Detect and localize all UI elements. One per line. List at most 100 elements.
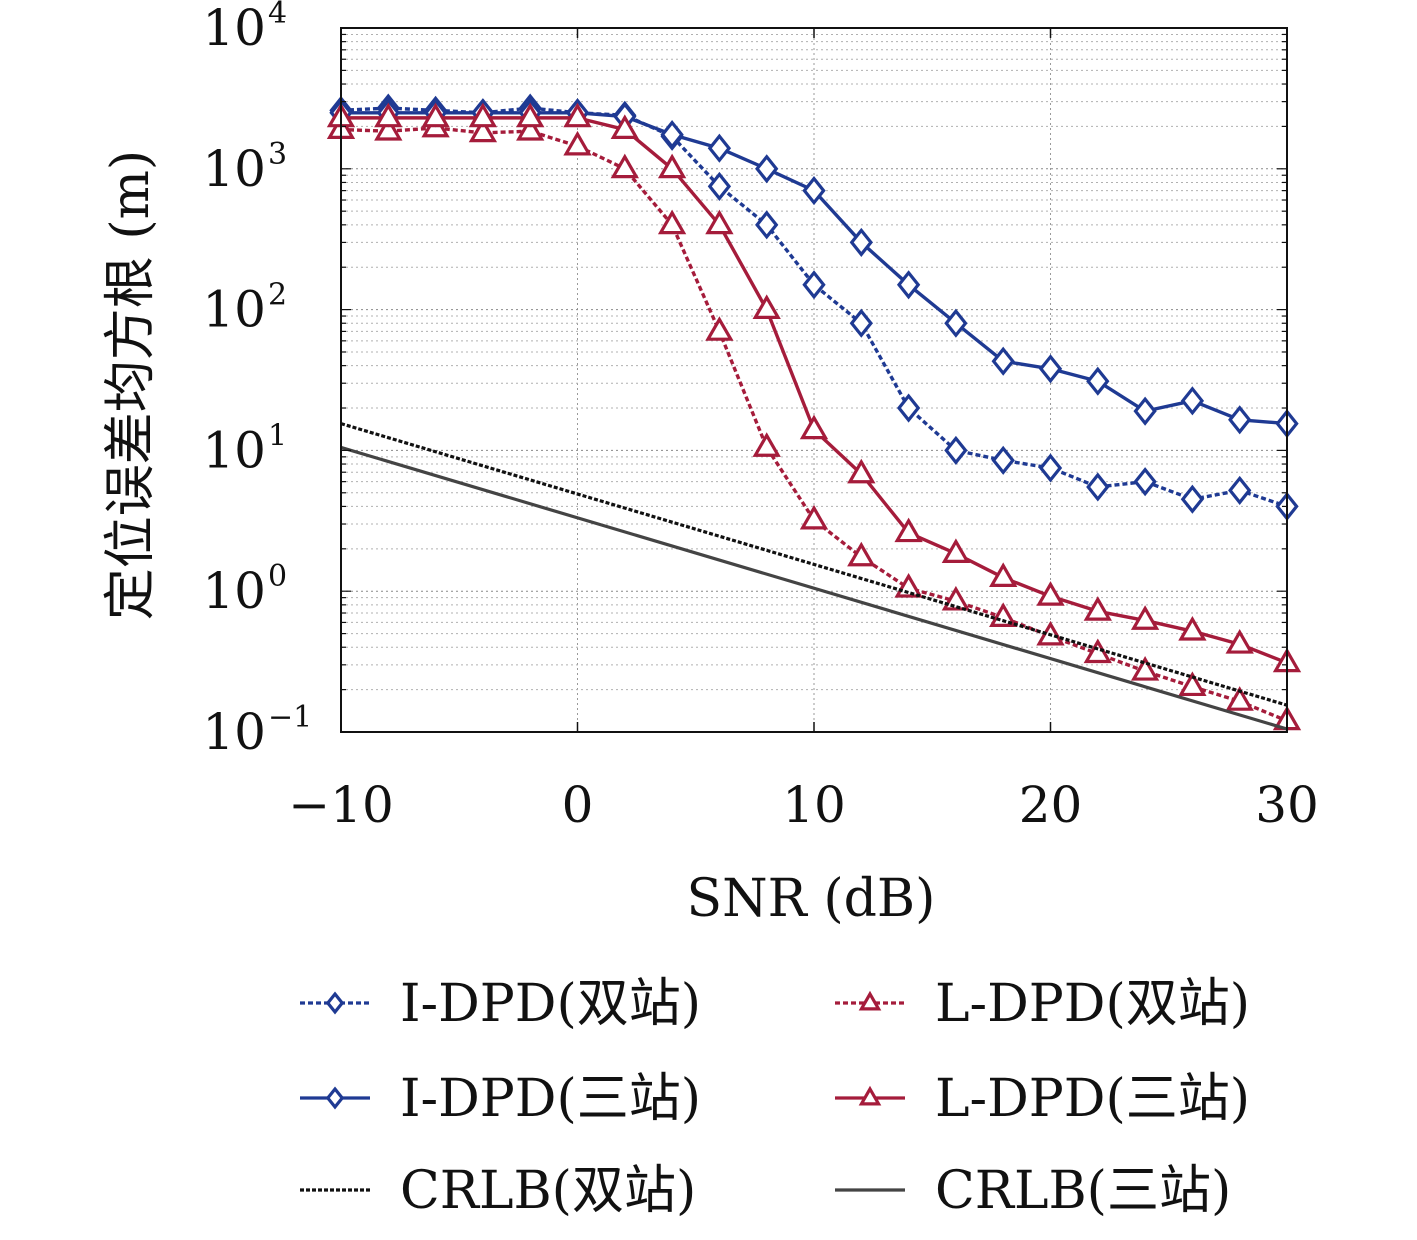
triangle-marker [1083,596,1112,621]
diamond-marker [707,171,732,201]
legend-label: I-DPD(双站) [400,974,701,1034]
legend-item: I-DPD(双站) [300,974,701,1034]
triangle-marker [657,153,687,179]
legend-label: CRLB(双站) [400,1161,696,1221]
y-tick-label: 10 [202,562,266,620]
y-tick-label-exponent: 0 [268,559,287,594]
diamond-marker [896,270,921,300]
triangle-marker [563,130,592,156]
y-tick-label-exponent: −1 [268,700,312,735]
diamond-marker [944,435,968,465]
triangle-marker [374,102,403,128]
triangle-marker [516,102,545,128]
legend-label: L-DPD(三站) [935,1069,1250,1129]
diamond-marker [1133,467,1157,497]
y-tick-label: 10 [202,703,266,761]
y-tick-label: 10 [202,421,266,479]
triangle-marker [941,585,971,611]
y-tick-label-exponent: 2 [268,278,287,313]
legend-item: I-DPD(三站) [300,1069,701,1129]
diamond-marker [1086,472,1110,502]
triangle-marker [610,114,639,139]
diamond-marker [991,445,1015,475]
diamond-marker [1180,386,1205,416]
diamond-marker [660,120,684,150]
triangle-marker [847,541,876,567]
triangle-marker [516,115,545,141]
triangle-marker [1178,671,1207,697]
legend-label: L-DPD(双站) [935,974,1250,1034]
triangle-marker [858,1085,882,1106]
triangle-marker [421,102,450,128]
triangle-marker [894,573,923,598]
diamond-marker [802,176,826,206]
diamond-marker [849,227,873,257]
x-tick-label: 10 [782,776,846,834]
triangle-marker [374,115,403,141]
triangle-marker [657,209,687,235]
diamond-marker [991,346,1015,376]
series-5 [340,445,1288,731]
triangle-marker [752,432,781,457]
diamond-marker [325,991,345,1015]
series-line [340,106,1288,509]
series-1 [326,112,1302,731]
triangle-marker [752,294,781,319]
triangle-marker [1225,629,1254,654]
diamond-marker [1228,475,1252,505]
triangle-marker [799,504,829,530]
triangle-marker [610,153,639,179]
axis-ticks [340,28,1288,733]
triangle-marker [858,990,882,1011]
triangle-marker [1036,581,1065,606]
triangle-marker [1178,615,1207,641]
legend-label: I-DPD(三站) [400,1069,701,1129]
legend-label: CRLB(三站) [935,1161,1231,1221]
triangle-marker [1130,605,1160,630]
series-line [340,422,1288,707]
y-tick-label-exponent: 3 [268,137,287,172]
triangle-marker [799,414,829,440]
triangle-marker [989,562,1018,587]
triangle-marker [705,209,734,235]
triangle-marker [1130,656,1160,681]
triangle-marker [941,538,971,563]
y-tick-label: 10 [202,140,266,198]
triangle-marker [563,102,592,128]
diamond-marker [707,133,732,163]
triangle-marker [894,517,923,543]
x-tick-label: 20 [1019,776,1083,834]
legend: I-DPD(双站) L-DPD(双站) I-DPD(三站) L-DPD(三站) CRLB… [300,974,1250,1221]
diamond-marker [1133,396,1157,426]
diamond-marker [325,1086,345,1110]
triangle-marker [705,316,734,341]
x-tick-label: 30 [1255,776,1319,834]
legend-item: CRLB(双站) [300,1161,696,1221]
triangle-marker [1225,686,1254,711]
series-layer [326,93,1302,731]
y-tick-label: 10 [202,0,266,57]
diamond-marker [755,210,779,240]
diamond-marker [802,270,826,300]
x-tick-label: 0 [562,776,594,834]
legend-item: L-DPD(双站) [835,974,1250,1034]
legend-item: CRLB(三站) [835,1161,1231,1221]
y-tick-label: 10 [202,281,266,339]
y-tick-label-exponent: 4 [268,0,287,31]
x-tick-labels: −10 0 10 20 30 [288,776,1319,834]
diamond-marker [1038,354,1063,384]
diamond-marker [849,308,873,338]
series-line [340,445,1288,731]
y-axis-title: 定位误差均方根 (m) [101,150,161,620]
legend-item: L-DPD(三站) [835,1069,1250,1129]
diamond-marker [944,308,968,338]
series-4 [340,422,1288,707]
triangle-marker [468,117,498,143]
diamond-marker [755,154,779,184]
y-tick-label-exponent: 1 [268,418,287,453]
triangle-marker [847,458,876,484]
x-tick-label: −10 [288,776,394,834]
triangle-marker [468,102,498,128]
